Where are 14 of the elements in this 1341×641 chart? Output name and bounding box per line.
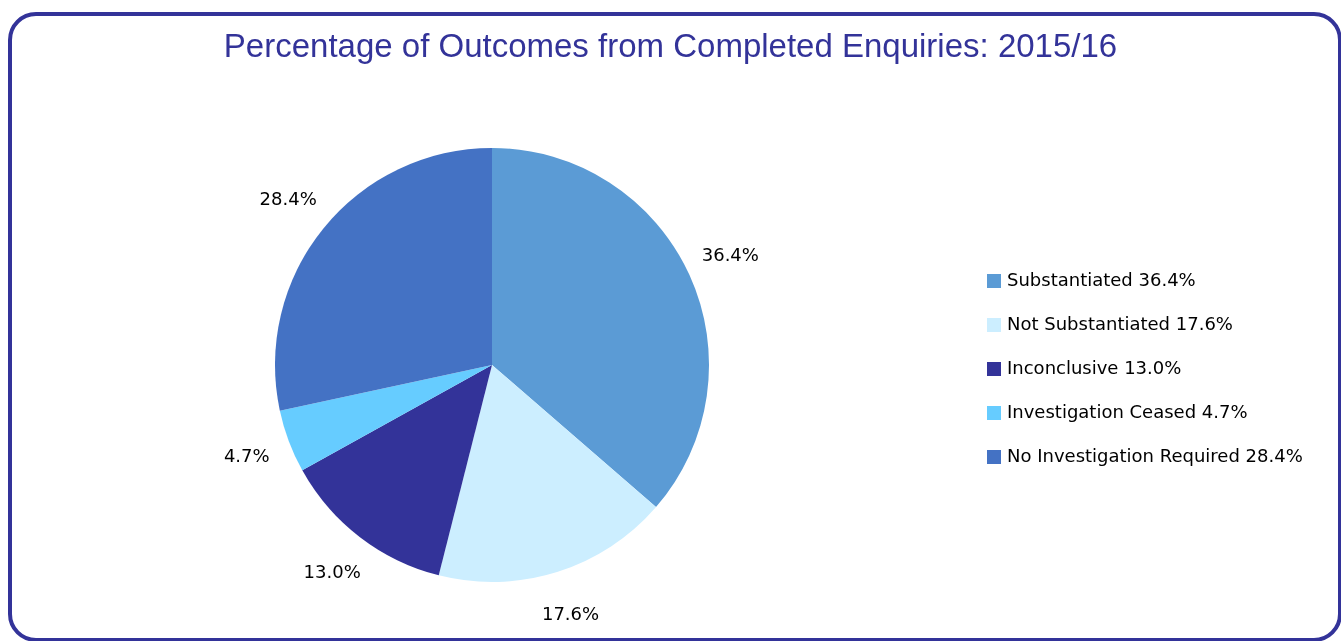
pie-slice	[438, 365, 656, 582]
chart-title: Percentage of Outcomes from Completed Enquiries: 2015/16	[223, 27, 1118, 64]
legend-label: Investigation Ceased 4.7%	[1007, 401, 1248, 422]
data-label: 17.6%	[541, 602, 600, 624]
legend-label: No Investigation Required 28.4%	[1007, 445, 1303, 466]
legend-label: Not Substantiated 17.6%	[1007, 313, 1233, 334]
data-label: 36.4%	[701, 244, 759, 266]
data-label: 28.4%	[259, 188, 317, 210]
legend-label: Substantiated 36.4%	[1007, 269, 1196, 290]
data-label: 4.7%	[223, 445, 270, 467]
pie-slice	[279, 365, 492, 471]
legend-label: Inconclusive 13.0%	[1007, 357, 1182, 378]
pie-slice	[302, 365, 492, 576]
data-label: 13.0%	[303, 560, 361, 582]
